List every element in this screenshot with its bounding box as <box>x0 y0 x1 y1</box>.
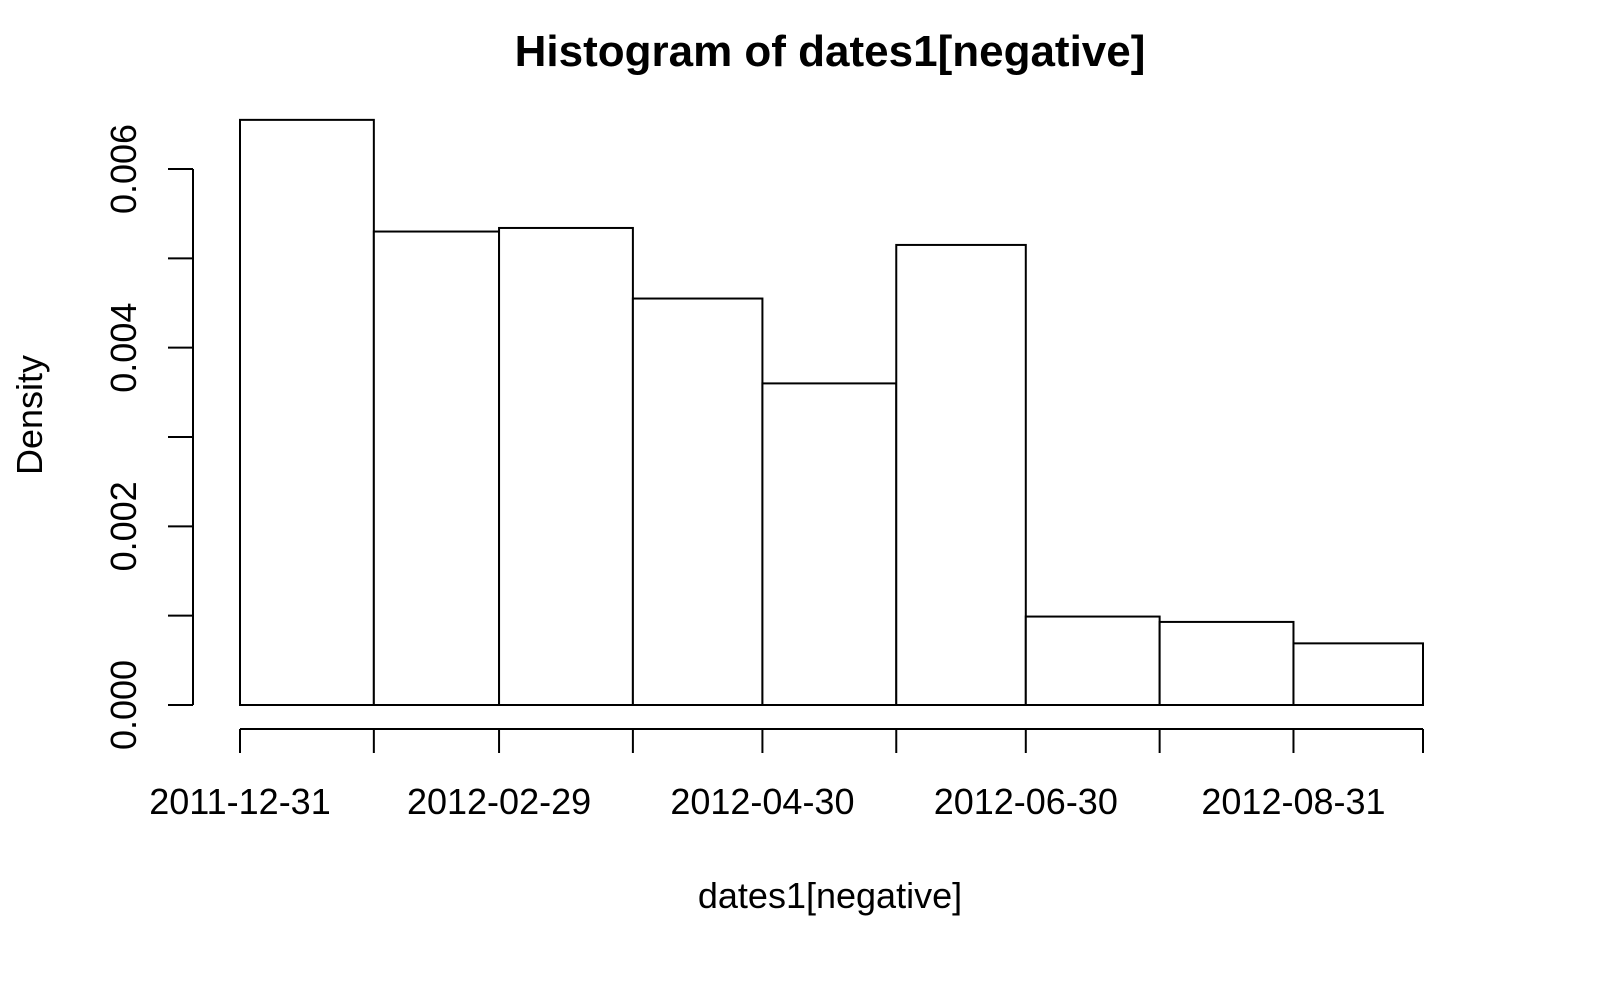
y-axis-label: Density <box>9 355 50 475</box>
x-tick-label-0: 2011-12-31 <box>149 781 330 822</box>
x-tick-label-4: 2012-04-30 <box>670 781 854 822</box>
histogram-bar-6 <box>1024 615 1161 706</box>
x-tick-label-2: 2012-02-29 <box>407 781 591 822</box>
histogram-bar-4 <box>761 382 898 706</box>
x-tick-label-6: 2012-06-30 <box>934 781 1118 822</box>
y-tick-label-2: 0.002 <box>103 481 144 571</box>
x-axis: 2011-12-31 2012-02-29 2012-04-30 2012-06-30… <box>149 728 1424 822</box>
histogram-bar-5 <box>895 243 1027 707</box>
x-tick-label-8: 2012-08-31 <box>1201 781 1385 822</box>
y-tick-label-4: 0.004 <box>103 303 144 393</box>
histogram-bar-0 <box>239 118 375 707</box>
histogram-bar-2 <box>498 226 634 707</box>
y-axis: 0.000 0.002 0.004 0.006 <box>103 124 194 750</box>
x-axis-label: dates1[negative] <box>698 875 962 916</box>
histogram-bar-7 <box>1158 620 1295 706</box>
chart-title: Histogram of dates1[negative] <box>515 27 1146 76</box>
y-tick-label-0: 0.000 <box>103 660 144 750</box>
histogram-bar-8 <box>1292 642 1425 706</box>
histogram-bar-3 <box>631 297 764 706</box>
y-tick-label-6: 0.006 <box>103 124 144 214</box>
histogram-bar-1 <box>372 230 501 707</box>
bars-group <box>239 118 1425 707</box>
